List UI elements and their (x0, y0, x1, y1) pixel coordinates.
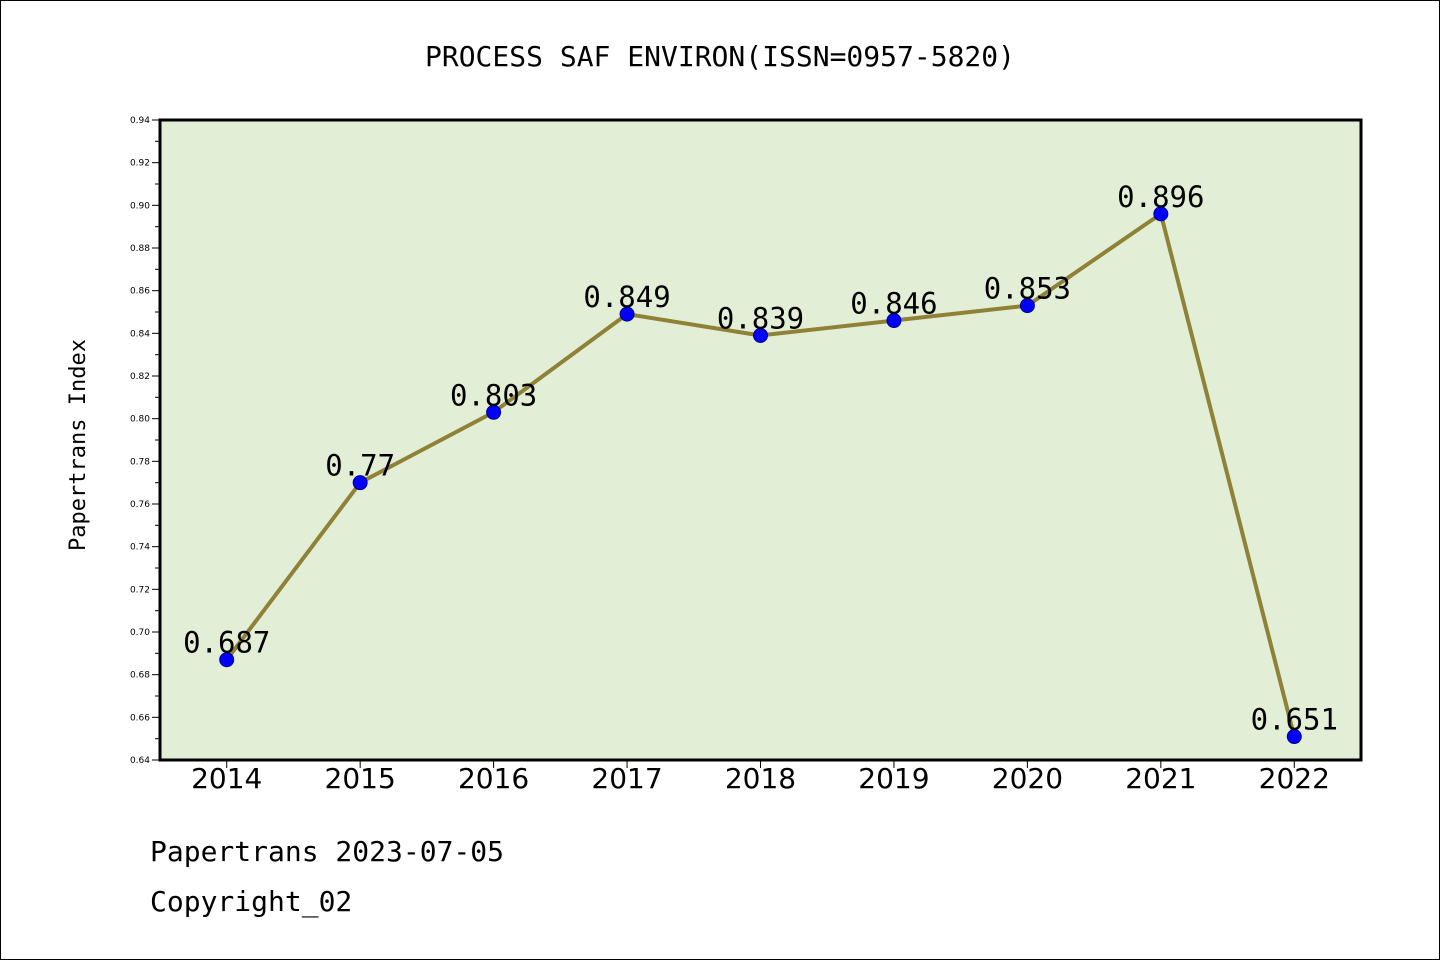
x-tick-label: 2017 (591, 762, 662, 795)
data-point-2020 (1019, 298, 1035, 314)
data-label-2020: 0.853 (984, 272, 1071, 306)
data-point-2015 (352, 475, 368, 491)
y-tick-label: 0.92 (130, 159, 150, 169)
plot-area (160, 120, 1361, 760)
y-tick-label: 0.66 (130, 713, 150, 723)
data-label-2016: 0.803 (450, 378, 537, 412)
data-label-2022: 0.651 (1251, 703, 1338, 737)
x-tick-label: 2018 (725, 762, 796, 795)
data-point-2014 (219, 652, 235, 668)
y-tick-label: 0.84 (130, 329, 150, 339)
y-tick-label: 0.90 (130, 201, 150, 211)
data-label-2014: 0.687 (183, 626, 270, 660)
data-label-2019: 0.846 (850, 287, 937, 321)
x-tick-label: 2014 (191, 762, 262, 795)
data-label-2017: 0.849 (583, 280, 670, 314)
y-tick-label: 0.80 (130, 415, 150, 425)
data-label-2018: 0.839 (717, 301, 804, 335)
y-tick-label: 0.64 (130, 756, 150, 766)
x-tick-label: 2016 (458, 762, 529, 795)
y-tick-label: 0.86 (130, 287, 150, 297)
data-point-2017 (619, 306, 635, 322)
data-point-2022 (1286, 729, 1302, 745)
x-tick-label: 2019 (858, 762, 929, 795)
y-tick-label: 0.74 (130, 543, 150, 553)
data-point-2016 (486, 404, 502, 420)
y-axis-label: Papertrans Index (66, 339, 91, 551)
y-tick-label: 0.94 (130, 116, 150, 126)
x-tick-label: 2022 (1259, 762, 1330, 795)
y-tick-label: 0.76 (130, 500, 150, 510)
data-label-2015: 0.77 (325, 449, 395, 483)
y-tick-label: 0.82 (130, 372, 150, 382)
data-point-2021 (1153, 206, 1169, 222)
y-tick-label: 0.70 (130, 628, 150, 638)
y-tick-label: 0.68 (130, 671, 150, 681)
y-tick-label: 0.72 (130, 585, 150, 595)
footer-copyright: Copyright_02 (150, 885, 353, 918)
data-label-2021: 0.896 (1117, 180, 1204, 214)
footer-date: Papertrans 2023-07-05 (150, 835, 505, 868)
x-tick-label: 2015 (325, 762, 396, 795)
x-tick-label: 2020 (992, 762, 1063, 795)
y-tick-label: 0.88 (130, 244, 150, 254)
x-tick-label: 2021 (1125, 762, 1196, 795)
chart-title: PROCESS SAF ENVIRON(ISSN=0957-5820) (425, 40, 1015, 73)
data-point-2019 (886, 313, 902, 329)
y-tick-label: 0.78 (130, 457, 150, 467)
plot-border (158, 118, 1363, 762)
data-point-2018 (753, 327, 768, 343)
